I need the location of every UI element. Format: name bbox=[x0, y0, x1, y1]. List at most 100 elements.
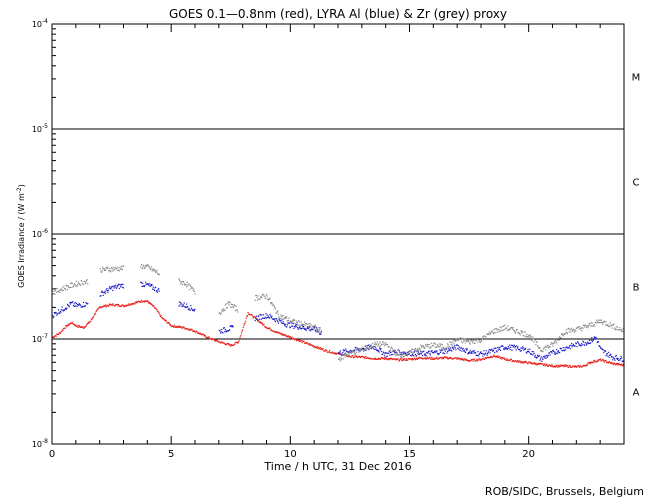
data-point bbox=[580, 345, 582, 347]
data-point bbox=[568, 364, 570, 367]
data-point bbox=[354, 350, 356, 352]
data-point bbox=[519, 349, 521, 351]
data-point bbox=[71, 321, 73, 323]
data-point bbox=[299, 326, 301, 328]
data-point bbox=[442, 352, 445, 354]
data-point bbox=[389, 359, 391, 361]
flare-class-label: A bbox=[633, 388, 640, 399]
data-point bbox=[521, 332, 523, 334]
data-point bbox=[450, 356, 452, 358]
data-point bbox=[358, 351, 360, 353]
data-point bbox=[438, 357, 440, 360]
data-point bbox=[52, 317, 54, 319]
data-point bbox=[368, 347, 371, 350]
data-point bbox=[224, 304, 226, 306]
data-point bbox=[514, 331, 516, 333]
data-point bbox=[231, 325, 234, 327]
data-point bbox=[587, 325, 589, 327]
data-point bbox=[58, 289, 60, 292]
data-point bbox=[228, 343, 231, 345]
data-point bbox=[488, 349, 490, 351]
data-point bbox=[165, 320, 168, 322]
data-point bbox=[60, 309, 63, 311]
data-point bbox=[394, 351, 396, 353]
data-point bbox=[520, 330, 522, 332]
data-point bbox=[258, 318, 260, 320]
data-point bbox=[385, 351, 387, 354]
data-point bbox=[617, 364, 619, 366]
data-point bbox=[539, 358, 542, 360]
data-point bbox=[463, 359, 465, 362]
data-point bbox=[401, 354, 403, 357]
data-point bbox=[479, 352, 481, 355]
data-point bbox=[435, 343, 437, 345]
data-point bbox=[574, 345, 576, 347]
data-point bbox=[456, 358, 458, 360]
data-point bbox=[426, 345, 428, 347]
data-point bbox=[309, 326, 312, 328]
data-point bbox=[573, 331, 576, 333]
data-point bbox=[615, 355, 617, 357]
data-point bbox=[486, 353, 489, 355]
data-point bbox=[112, 289, 114, 292]
data-point bbox=[117, 305, 119, 307]
data-point bbox=[318, 330, 320, 332]
data-point bbox=[87, 321, 89, 323]
data-point bbox=[510, 344, 512, 346]
data-point bbox=[522, 347, 524, 349]
data-point bbox=[309, 323, 311, 325]
data-point bbox=[53, 315, 55, 317]
data-point bbox=[58, 311, 60, 314]
data-point bbox=[547, 354, 549, 356]
data-point bbox=[514, 347, 516, 349]
data-point bbox=[304, 325, 306, 327]
data-point bbox=[133, 302, 135, 304]
data-point bbox=[281, 319, 283, 321]
data-point bbox=[292, 325, 294, 327]
data-point bbox=[285, 335, 287, 338]
data-point bbox=[480, 339, 482, 341]
data-point bbox=[150, 268, 152, 270]
data-point bbox=[603, 360, 605, 362]
data-point bbox=[172, 326, 175, 328]
data-point bbox=[375, 343, 377, 346]
data-point bbox=[82, 327, 85, 330]
data-point bbox=[112, 270, 114, 272]
data-point bbox=[434, 346, 436, 349]
data-point bbox=[183, 326, 185, 328]
series-lyra-al-proxy bbox=[52, 281, 625, 363]
data-point bbox=[380, 348, 382, 350]
data-point bbox=[572, 343, 574, 345]
data-point bbox=[424, 357, 427, 359]
data-point bbox=[457, 357, 459, 359]
data-point bbox=[462, 358, 464, 361]
data-point bbox=[366, 345, 368, 347]
data-point bbox=[595, 319, 598, 321]
data-point bbox=[320, 348, 322, 350]
data-point bbox=[573, 365, 575, 367]
data-point bbox=[121, 267, 123, 269]
data-point bbox=[295, 338, 297, 340]
data-point bbox=[578, 343, 580, 345]
data-point bbox=[108, 289, 110, 291]
data-point bbox=[193, 310, 196, 312]
data-point bbox=[447, 356, 449, 359]
data-point bbox=[593, 361, 595, 363]
data-point bbox=[163, 318, 165, 320]
data-point bbox=[473, 339, 475, 341]
data-point bbox=[548, 352, 551, 354]
data-point bbox=[463, 350, 465, 352]
data-point bbox=[112, 267, 114, 269]
data-point bbox=[296, 321, 299, 323]
data-point bbox=[237, 341, 240, 343]
data-point bbox=[498, 330, 501, 332]
data-point bbox=[78, 303, 81, 305]
data-point bbox=[154, 269, 156, 272]
data-point bbox=[114, 266, 116, 268]
data-point bbox=[613, 362, 616, 364]
data-point bbox=[498, 347, 500, 349]
data-point bbox=[511, 327, 513, 329]
data-point bbox=[524, 331, 526, 333]
data-point bbox=[430, 356, 433, 359]
